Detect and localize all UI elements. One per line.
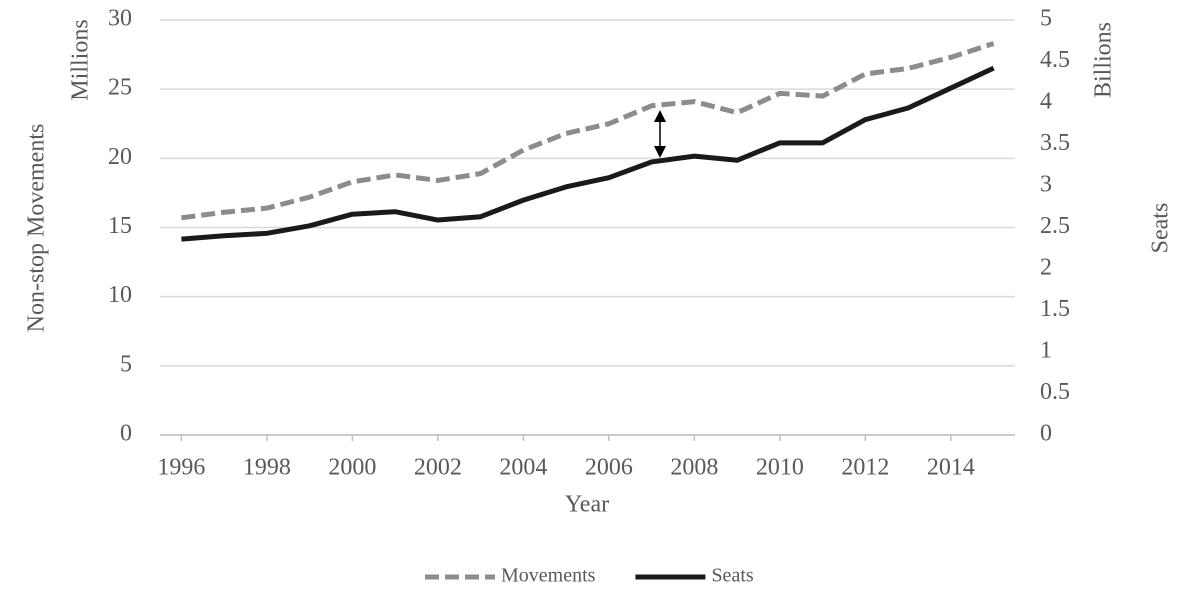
y2-tick-label: 5 xyxy=(1040,6,1052,32)
y-tick-label: 0 xyxy=(120,421,132,447)
y2-tick-label: 3.5 xyxy=(1040,130,1070,156)
y-tick-label: 15 xyxy=(108,213,132,239)
y2-tick-label: 4.5 xyxy=(1040,47,1070,73)
y2-tick-label: 1.5 xyxy=(1040,296,1070,322)
x-tick-label: 2012 xyxy=(841,455,889,481)
series-line xyxy=(181,65,995,242)
y2-tick-label: 2.5 xyxy=(1040,213,1070,239)
y2-tick-label: 0.5 xyxy=(1040,379,1070,405)
y-tick-label: 5 xyxy=(120,351,132,377)
x-tick-label: 1998 xyxy=(243,455,291,481)
x-axis-title: Year xyxy=(565,492,609,518)
annotation-arrow xyxy=(654,110,666,158)
y-tick-label: 25 xyxy=(108,75,132,101)
x-tick-label: 2004 xyxy=(499,455,547,481)
x-tick-label: 2000 xyxy=(328,455,376,481)
x-tick-label: 2008 xyxy=(670,455,718,481)
series-line xyxy=(181,41,995,221)
x-tick-label: 2014 xyxy=(927,455,975,481)
y-axis-title: Non-stop Movements xyxy=(24,124,50,333)
legend-label: Seats xyxy=(711,565,753,586)
x-tick-label: 2002 xyxy=(414,455,462,481)
x-tick-label: 2010 xyxy=(756,455,804,481)
y-tick-label: 20 xyxy=(108,144,132,170)
y-tick-label: 10 xyxy=(108,282,132,308)
x-tick-label: 2006 xyxy=(585,455,633,481)
legend-label: Movements xyxy=(501,565,596,586)
y2-tick-label: 1 xyxy=(1040,338,1052,364)
y2-tick-label: 4 xyxy=(1040,89,1052,115)
y-axis-unit: Millions xyxy=(68,19,94,100)
y-tick-label: 30 xyxy=(108,6,132,32)
y2-axis-unit: Billions xyxy=(1091,22,1117,98)
y2-tick-label: 3 xyxy=(1040,172,1052,198)
y2-tick-label: 0 xyxy=(1040,421,1052,447)
x-tick-label: 1996 xyxy=(157,455,205,481)
y2-axis-title: Seats xyxy=(1148,203,1174,254)
y2-tick-label: 2 xyxy=(1040,255,1052,281)
